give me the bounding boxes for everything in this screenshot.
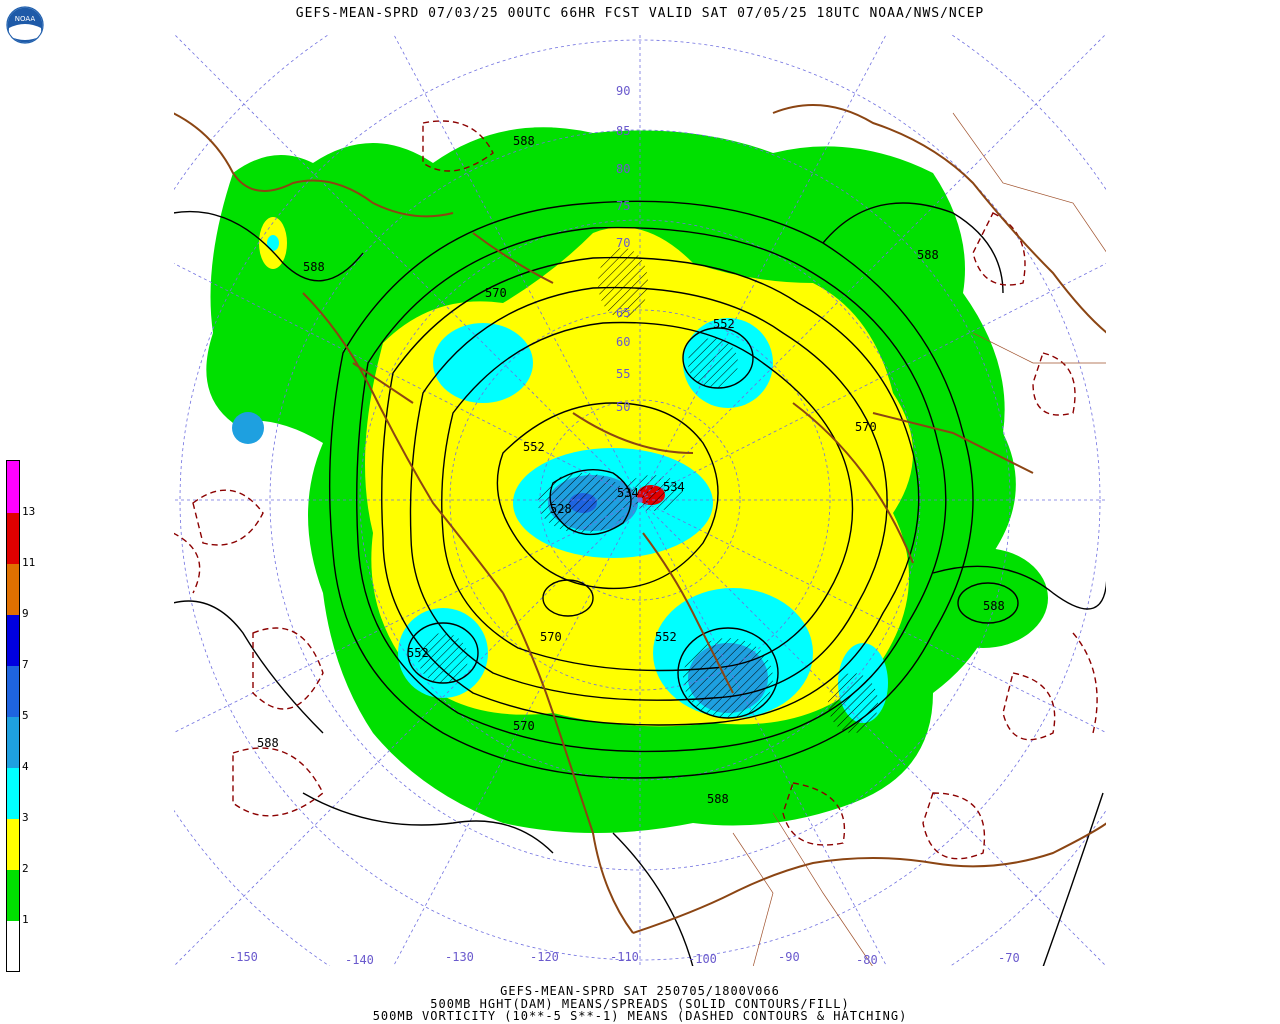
graticule (173, 33, 1107, 967)
colorbar-swatch (7, 513, 19, 564)
contour-label: 588 (303, 260, 325, 274)
colorbar-label: 5 (22, 709, 29, 722)
chart-title: GEFS-MEAN-SPRD 07/03/25 00UTC 66HR FCST … (295, 6, 985, 21)
colorbar-label: 11 (22, 556, 36, 569)
colorbar-swatch (7, 615, 19, 666)
lat-label: 65 (616, 306, 630, 320)
colorbar-swatch (7, 666, 19, 717)
lat-label: 90 (616, 84, 630, 98)
lon-label: -70 (998, 951, 1020, 965)
lon-label: -150 (229, 950, 258, 964)
noaa-logo-icon: NOAA (6, 6, 44, 44)
colorbar-label: 13 (22, 505, 36, 518)
colorbar-swatch (7, 921, 19, 971)
coastlines (173, 104, 1107, 934)
colorbar-swatch (7, 461, 19, 513)
contour-label: 570 (540, 630, 562, 644)
svg-text:NOAA: NOAA (15, 15, 36, 23)
footer-line-3: 500MB VORTICITY (10**-5 S**-1) MEANS (DA… (372, 1009, 908, 1023)
lat-label: 60 (616, 335, 630, 349)
colorbar (6, 460, 20, 972)
lon-label: -100 (688, 952, 717, 966)
contour-label: 588 (917, 248, 939, 262)
lat-label: 70 (616, 236, 630, 250)
land-borders (732, 112, 1107, 967)
lon-label: -130 (445, 950, 474, 964)
footer-line-2: 500MB HGHT(DAM) MEANS/SPREADS (SOLID CON… (430, 997, 850, 1011)
contour-label: 534 (663, 480, 685, 494)
colorbar-label: 3 (22, 811, 29, 824)
lat-label: 50 (616, 400, 630, 414)
contour-label: 570 (485, 286, 507, 300)
colorbar-swatch (7, 564, 19, 615)
lat-label: 55 (616, 367, 630, 381)
colorbar-swatch (7, 717, 19, 768)
contour-label: 570 (513, 719, 535, 733)
contour-label: 588 (983, 599, 1005, 613)
colorbar-label: 2 (22, 862, 29, 875)
lon-label: -140 (345, 953, 374, 967)
polar-map: 588 588 570 552 570 552 534 534 528 570 … (173, 33, 1107, 967)
lon-label: -120 (530, 950, 559, 964)
footer-line-1: GEFS-MEAN-SPRD SAT 250705/1800V066 (500, 984, 780, 998)
colorbar-swatch (7, 870, 19, 921)
colorbar-label: 7 (22, 658, 29, 671)
lat-label: 85 (616, 124, 630, 138)
colorbar-swatch (7, 819, 19, 870)
contour-label: 552 (407, 646, 429, 660)
lat-label: 80 (616, 162, 630, 176)
colorbar-swatch (7, 768, 19, 819)
lon-label: -110 (610, 950, 639, 964)
colorbar-label: 1 (22, 913, 29, 926)
lon-label: -90 (778, 950, 800, 964)
height-contours (173, 200, 1107, 967)
lon-label: -80 (856, 953, 878, 967)
vorticity-contours (173, 120, 1098, 860)
contour-label: 588 (707, 792, 729, 806)
contour-label: 588 (513, 134, 535, 148)
lat-label: 75 (616, 199, 630, 213)
contour-label: 552 (713, 317, 735, 331)
contour-label: 534 (617, 486, 639, 500)
colorbar-label: 4 (22, 760, 29, 773)
contour-label: 588 (257, 736, 279, 750)
contour-label: 528 (550, 502, 572, 516)
contour-label: 570 (855, 420, 877, 434)
contour-label: 552 (523, 440, 545, 454)
contour-label: 552 (655, 630, 677, 644)
colorbar-label: 9 (22, 607, 29, 620)
